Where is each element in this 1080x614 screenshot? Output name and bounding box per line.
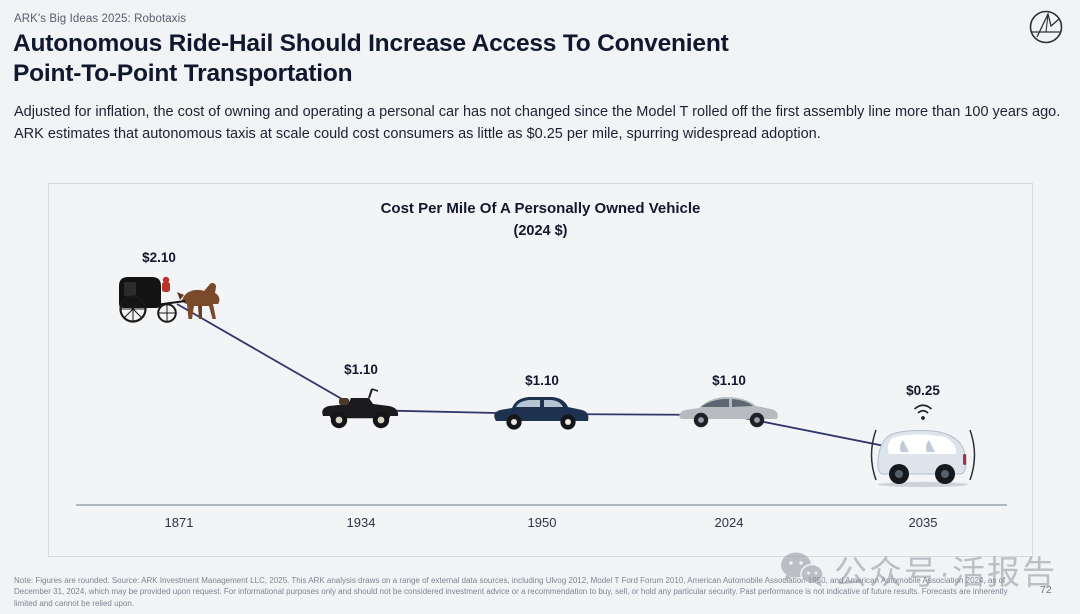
value-label-1950: $1.10: [525, 373, 559, 388]
slide-eyebrow: ARK's Big Ideas 2025: Robotaxis: [14, 13, 187, 25]
value-label-1934: $1.10: [344, 362, 378, 377]
value-label-2024: $1.10: [712, 373, 746, 388]
slide-title: Autonomous Ride-Hail Should Increase Acc…: [13, 29, 913, 89]
value-label-2035: $0.25: [906, 383, 940, 398]
slide-title-line1: Autonomous Ride-Hail Should Increase Acc…: [13, 30, 729, 57]
tick-1950: 1950: [528, 515, 557, 530]
antique-car-icon: [322, 388, 399, 429]
ark-logo-icon: [1029, 10, 1063, 44]
vintage-sedan-icon: [494, 397, 589, 430]
tick-2024: 2024: [715, 515, 744, 530]
chart-title-main: Cost Per Mile Of A Personally Owned Vehi…: [380, 200, 701, 217]
wifi-icon: [913, 404, 933, 420]
chart-title-units: (2024 $): [513, 223, 568, 239]
sensor-arc-right-icon: [969, 429, 976, 481]
chart-container: Cost Per Mile Of A Personally Owned Vehi…: [48, 183, 1033, 557]
slide-title-line2: Point-To-Point Transportation: [13, 59, 353, 87]
tick-2035: 2035: [909, 515, 938, 530]
horse-drawn-carriage-icon: [119, 276, 220, 323]
robotaxi-icon: [870, 404, 976, 488]
tick-1934: 1934: [347, 515, 376, 530]
value-label-1871: $2.10: [142, 250, 176, 265]
chart-title: Cost Per Mile Of A Personally Owned Vehi…: [49, 200, 1032, 239]
tick-1871: 1871: [165, 515, 194, 530]
cost-per-mile-chart: $2.10 $1.10 $1.10 $1.10 $0.25 1871 1934 …: [76, 250, 1007, 530]
modern-sedan-icon: [679, 397, 778, 428]
sensor-arc-left-icon: [870, 429, 877, 481]
footnote-text: Note: Figures are rounded. Source: ARK I…: [14, 576, 1008, 608]
slide-intro-text: Adjusted for inflation, the cost of owni…: [14, 104, 1061, 142]
page-number: 72: [1040, 584, 1052, 596]
